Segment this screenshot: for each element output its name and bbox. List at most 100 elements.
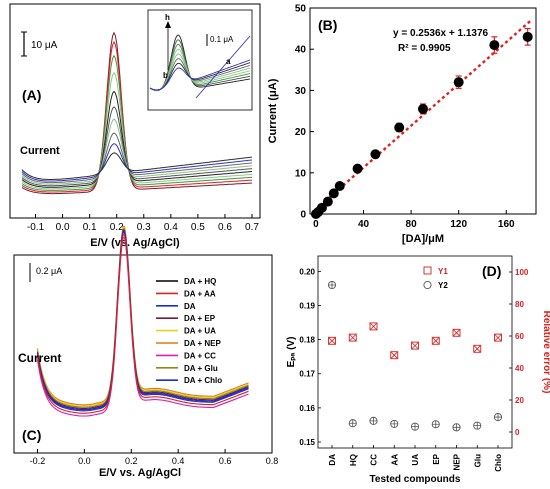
panel-a-curve — [21, 118, 253, 185]
panel-b-point — [352, 163, 363, 174]
panel-d-y2-point-cross — [452, 423, 461, 431]
panel-b-point — [328, 188, 339, 199]
panel-a-curve — [21, 106, 253, 187]
panel-d-legend-y2-marker — [423, 280, 432, 290]
panel-c-legend-label: DA + HQ — [184, 277, 216, 286]
panel-d-xtick-label: AA — [390, 454, 399, 466]
panel-b-equation: y = 0.2536x + 1.1376 — [393, 28, 489, 39]
panel-a-xtick-label: 0.2 — [110, 222, 124, 233]
panel-c-xtick-label: 0.6 — [219, 456, 232, 466]
panel-d-ytick-left-label: 0.18 — [299, 336, 315, 345]
panel-b-xtick-label: 40 — [358, 219, 370, 230]
panel-d-y2-point-cross — [390, 420, 398, 428]
panel-d-frame — [317, 255, 513, 449]
panel-a-curve — [21, 40, 252, 193]
panel-b-xtick-label: 160 — [498, 219, 515, 230]
panel-d-y1-point — [369, 322, 378, 331]
panel-d-ytick-left-label: 0.17 — [299, 370, 315, 379]
panel-d-y1-point-cross — [432, 337, 440, 345]
panel-c-xtick-label: -0.2 — [30, 456, 46, 466]
panel-a-curve — [21, 31, 253, 195]
panel-b-xlabel: [DA]/μM — [402, 233, 444, 245]
panel-a-inset: h b a 0.1 μA — [147, 9, 253, 111]
panel-d-y1-point-cross — [328, 337, 336, 345]
panel-c-legend-label: DA + NEP — [184, 339, 221, 348]
panel-c-label: (C) — [22, 427, 41, 443]
panel-d-ytick-left-label: 0.20 — [299, 267, 315, 276]
panel-a-curve — [21, 143, 253, 182]
panel-a-curve — [21, 90, 253, 188]
panel-a-curve — [21, 152, 253, 180]
panel-b-point — [418, 103, 428, 114]
panel-a: -0.1 0.0 0.1 0.2 0.3 0.4 0.5 0.6 0.7 10 μA (A) C… — [9, 3, 261, 249]
panel-a-xtick-label: 0.5 — [191, 222, 205, 233]
panel-a-xtick-label: 0.3 — [137, 222, 151, 233]
panel-c-xlabel: E/V vs. Ag/AgCl — [99, 467, 181, 479]
inset-curve — [149, 59, 251, 91]
panel-d-y1-point — [494, 333, 502, 342]
panel-b-r2: R² = 0.9905 — [398, 43, 451, 54]
panel-b-ytick-label: 40 — [295, 45, 307, 56]
panel-c-ylabel: Current — [18, 351, 61, 365]
panel-d-ytick-right-label: 20 — [515, 396, 524, 405]
panel-a-curves — [21, 31, 253, 195]
panel-c-curve — [36, 225, 249, 406]
panel-c-legend-label: DA + Glu — [184, 364, 218, 373]
panel-b-xtick-label: 80 — [406, 219, 418, 230]
panel-c-legend-label: DA — [184, 302, 196, 311]
panel-c-curve — [36, 229, 249, 410]
panel-d-y1-point-cross — [370, 323, 377, 330]
panel-c-xtick-label: 0.8 — [266, 456, 279, 466]
panel-a-xtick-label: -0.1 — [27, 222, 45, 233]
panel-b-point — [334, 180, 345, 191]
panel-d-points — [327, 280, 503, 432]
panel-d-ytick-left-label: 0.15 — [299, 438, 315, 447]
panel-c-curve — [36, 228, 249, 408]
panel-d-xlabel: Tested compounds — [370, 474, 461, 485]
panel-a-curve — [21, 71, 253, 190]
panel-c-legend: DA + HQ DA + AA DA DA + EP DA + UA DA + NEP DA… — [156, 277, 222, 385]
panel-b-point — [489, 40, 500, 51]
panel-c-legend-label: DA + AA — [184, 289, 216, 298]
panel-c-frame — [13, 254, 273, 454]
panel-b-ticks: 0 40 80 120 160 0 10 20 30 40 50 — [295, 4, 515, 231]
panel-d-ytick-left-label: 0.16 — [299, 404, 315, 413]
panel-a-xlabel: E/V (vs. Ag/AgCl) — [90, 237, 180, 249]
panel-d-y1-point-cross — [349, 334, 357, 341]
panel-d-label: (D) — [482, 263, 501, 279]
panel-d-legend-y2-label: Y2 — [438, 281, 448, 290]
panel-b-xtick-label: 120 — [450, 219, 467, 230]
panel-a-frame — [9, 3, 261, 219]
panel-c-curve — [36, 230, 249, 411]
panel-d-xtick-label: NEP — [453, 453, 462, 470]
panel-a-ylabel: Current — [20, 145, 60, 157]
panel-d-ytick-right-label: 60 — [515, 332, 524, 341]
panel-d-y1-point — [431, 336, 440, 345]
panel-b-point — [394, 122, 405, 133]
panel-d-y2-point-cross — [432, 420, 440, 428]
panel-a-xtick-label: 0.4 — [164, 222, 178, 233]
panel-b-ytick-label: 20 — [295, 127, 307, 138]
panel-d-y2-point-cross — [473, 422, 481, 430]
inset-label-side: a — [226, 57, 231, 66]
panel-d-xtick-label: HQ — [349, 454, 358, 466]
panel-b-ytick-label: 50 — [295, 4, 307, 15]
panel-d-y1-point-cross — [411, 342, 419, 349]
panel-c-curve — [36, 236, 249, 417]
panel-d-y1-point — [390, 351, 399, 360]
panel-c-curve — [36, 226, 249, 407]
panel-d-y1-point — [328, 336, 336, 345]
panel-d-xtick-label: EP — [432, 453, 441, 464]
panel-b-point — [316, 202, 327, 213]
panel-a-curve — [21, 132, 253, 184]
panel-c-legend-label: DA + CC — [184, 351, 216, 360]
panel-d-legend: Y1 Y2 — [423, 266, 448, 290]
panel-d-legend-y1-label: Y1 — [438, 267, 448, 276]
panel-b-label: (B) — [318, 17, 337, 33]
panel-b-xtick-label: 0 — [313, 219, 319, 230]
panel-b-ytick-label: 10 — [295, 168, 307, 179]
panel-d-y2-point-cross — [411, 423, 419, 431]
panel-a-xticks: -0.1 0.0 0.1 0.2 0.3 0.4 0.5 0.6 0.7 — [27, 214, 259, 233]
panel-c-curve — [36, 234, 249, 414]
panel-d-y2-point-cross — [328, 281, 336, 289]
